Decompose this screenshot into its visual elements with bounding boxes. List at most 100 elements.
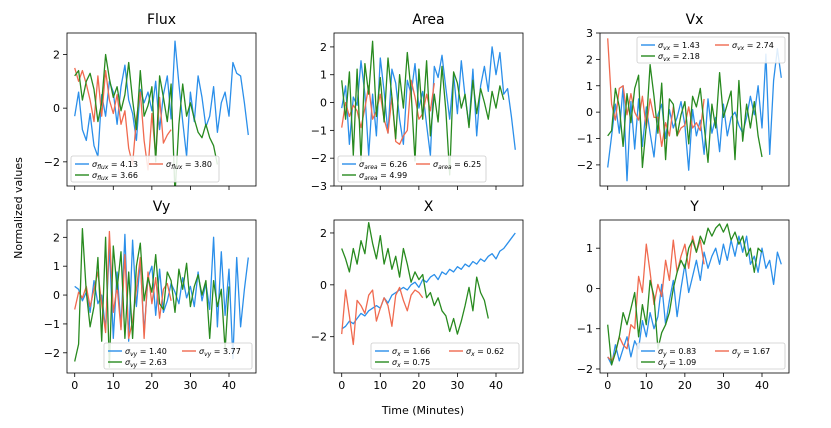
y-tick-label: 2	[586, 53, 593, 66]
legend: σy = 0.83 σy = 1.67 σy = 1.09	[636, 342, 786, 370]
legend-box	[103, 342, 253, 370]
legend: σx = 1.66 σx = 0.62 σx = 0.75	[370, 342, 520, 370]
x-tick-label: 0	[71, 379, 78, 392]
series-line-green	[74, 228, 230, 368]
legend-entry-label: σvy = 3.77	[199, 347, 241, 358]
legend-entry-label: σx = 0.75	[392, 358, 430, 369]
y-tick-label: −1	[44, 318, 60, 331]
series-line-blue	[74, 233, 249, 360]
legend: σflux = 4.13 σflux = 3.80 σflux = 3.66	[70, 155, 220, 183]
series-line-blue	[341, 46, 516, 157]
axes-frame	[66, 32, 257, 187]
x-tick-label: 30	[716, 379, 730, 392]
y-axis-label: Normalized values	[12, 157, 25, 259]
legend-entry-label: σvy = 1.40	[125, 347, 167, 358]
subplot-title: Vy	[153, 199, 171, 215]
y-tick-label: 0	[586, 106, 593, 119]
legend-box	[70, 155, 220, 183]
y-tick-label: −1	[577, 133, 593, 146]
y-tick-label: 1	[53, 260, 60, 273]
series-group	[74, 40, 249, 186]
x-tick-label: 10	[639, 379, 653, 392]
y-tick-label: 1	[586, 80, 593, 93]
subplot-title: Flux	[147, 12, 176, 28]
x-tick-label: 20	[412, 379, 426, 392]
y-tick-label: −2	[311, 331, 327, 344]
x-tick-label: 10	[373, 379, 387, 392]
y-tick-label: 0	[586, 282, 593, 295]
x-tick-label: 30	[183, 379, 197, 392]
x-tick-label: 0	[604, 379, 611, 392]
y-tick-label: 2	[53, 48, 60, 61]
y-tick-label: −2	[44, 347, 60, 360]
axes-frame	[333, 32, 524, 187]
subplot-title: Vx	[686, 12, 704, 28]
y-tick-label: 1	[320, 69, 327, 82]
axes-frame	[66, 219, 257, 374]
y-tick-label: 2	[320, 41, 327, 54]
legend-entry-label: σvx = 1.43	[658, 41, 700, 52]
series-line-red	[607, 235, 705, 362]
y-tick-label: 0	[320, 279, 327, 292]
y-tick-label: 1	[586, 242, 593, 255]
legend-entry-label: σvx = 2.18	[658, 52, 700, 63]
series-line-blue	[74, 40, 249, 158]
y-tick-label: −2	[44, 156, 60, 169]
legend-entry-label: σarea = 6.26	[359, 160, 407, 171]
legend-box	[370, 342, 520, 370]
legend-entry-label: σvx = 2.74	[732, 41, 774, 52]
y-tick-label: −1	[311, 124, 327, 137]
axes-frame	[333, 219, 524, 374]
series-line-green	[607, 64, 763, 169]
subplot-y: Y 0 10 20 30 40 −2 −1 0 1 σy = 0.83 σy = 1.67 σy = 1…	[577, 199, 790, 392]
legend: σvy = 1.40 σvy = 3.77 σvy = 2.63	[103, 342, 253, 370]
x-tick-label: 40	[755, 379, 769, 392]
series-line-green	[74, 53, 219, 186]
legend-box	[636, 36, 786, 64]
y-tick-label: 0	[53, 102, 60, 115]
subplot-title: Area	[412, 12, 444, 28]
legend-box	[636, 342, 786, 370]
series-line-green	[341, 221, 489, 335]
series-line-green	[341, 40, 505, 176]
x-tick-label: 30	[450, 379, 464, 392]
series-line-red	[341, 286, 424, 346]
series-group	[607, 38, 782, 182]
x-tick-label: 20	[678, 379, 692, 392]
series-group	[74, 228, 249, 368]
legend-entry-label: σflux = 4.13	[92, 160, 138, 171]
legend-entry-label: σy = 0.83	[658, 347, 696, 358]
x-tick-label: 40	[489, 379, 503, 392]
y-tick-label: −2	[311, 152, 327, 165]
legend-entry-label: σflux = 3.66	[92, 171, 138, 182]
legend-entry-label: σflux = 3.80	[166, 160, 212, 171]
series-line-green	[607, 223, 763, 366]
y-tick-label: 2	[53, 231, 60, 244]
subplot-title: X	[424, 199, 434, 215]
y-tick-label: −2	[577, 363, 593, 376]
y-tick-label: −1	[577, 323, 593, 336]
axes-frame	[599, 219, 790, 374]
y-tick-label: 2	[320, 227, 327, 240]
subplot-x: X 0 10 20 30 40 −2 0 2 σx = 1.66 σx = 0.62 σx = 0.7…	[311, 199, 524, 392]
legend-entry-label: σvy = 2.63	[125, 358, 167, 369]
series-line-blue	[607, 48, 782, 182]
axes-frame	[599, 32, 790, 187]
legend-entry-label: σy = 1.67	[732, 347, 770, 358]
series-line-red	[341, 79, 435, 145]
y-tick-label: 0	[320, 97, 327, 110]
legend: σarea = 6.26 σarea = 6.25 σarea = 4.99	[337, 155, 487, 183]
y-tick-label: 3	[586, 27, 593, 40]
legend-box	[337, 155, 487, 183]
legend-entry-label: σarea = 6.25	[433, 160, 481, 171]
legend-entry-label: σx = 0.62	[466, 347, 504, 358]
series-group	[341, 221, 516, 346]
x-axis-label: Time (Minutes)	[381, 404, 464, 417]
y-tick-label: 0	[53, 289, 60, 302]
legend-entry-label: σy = 1.09	[658, 358, 696, 369]
